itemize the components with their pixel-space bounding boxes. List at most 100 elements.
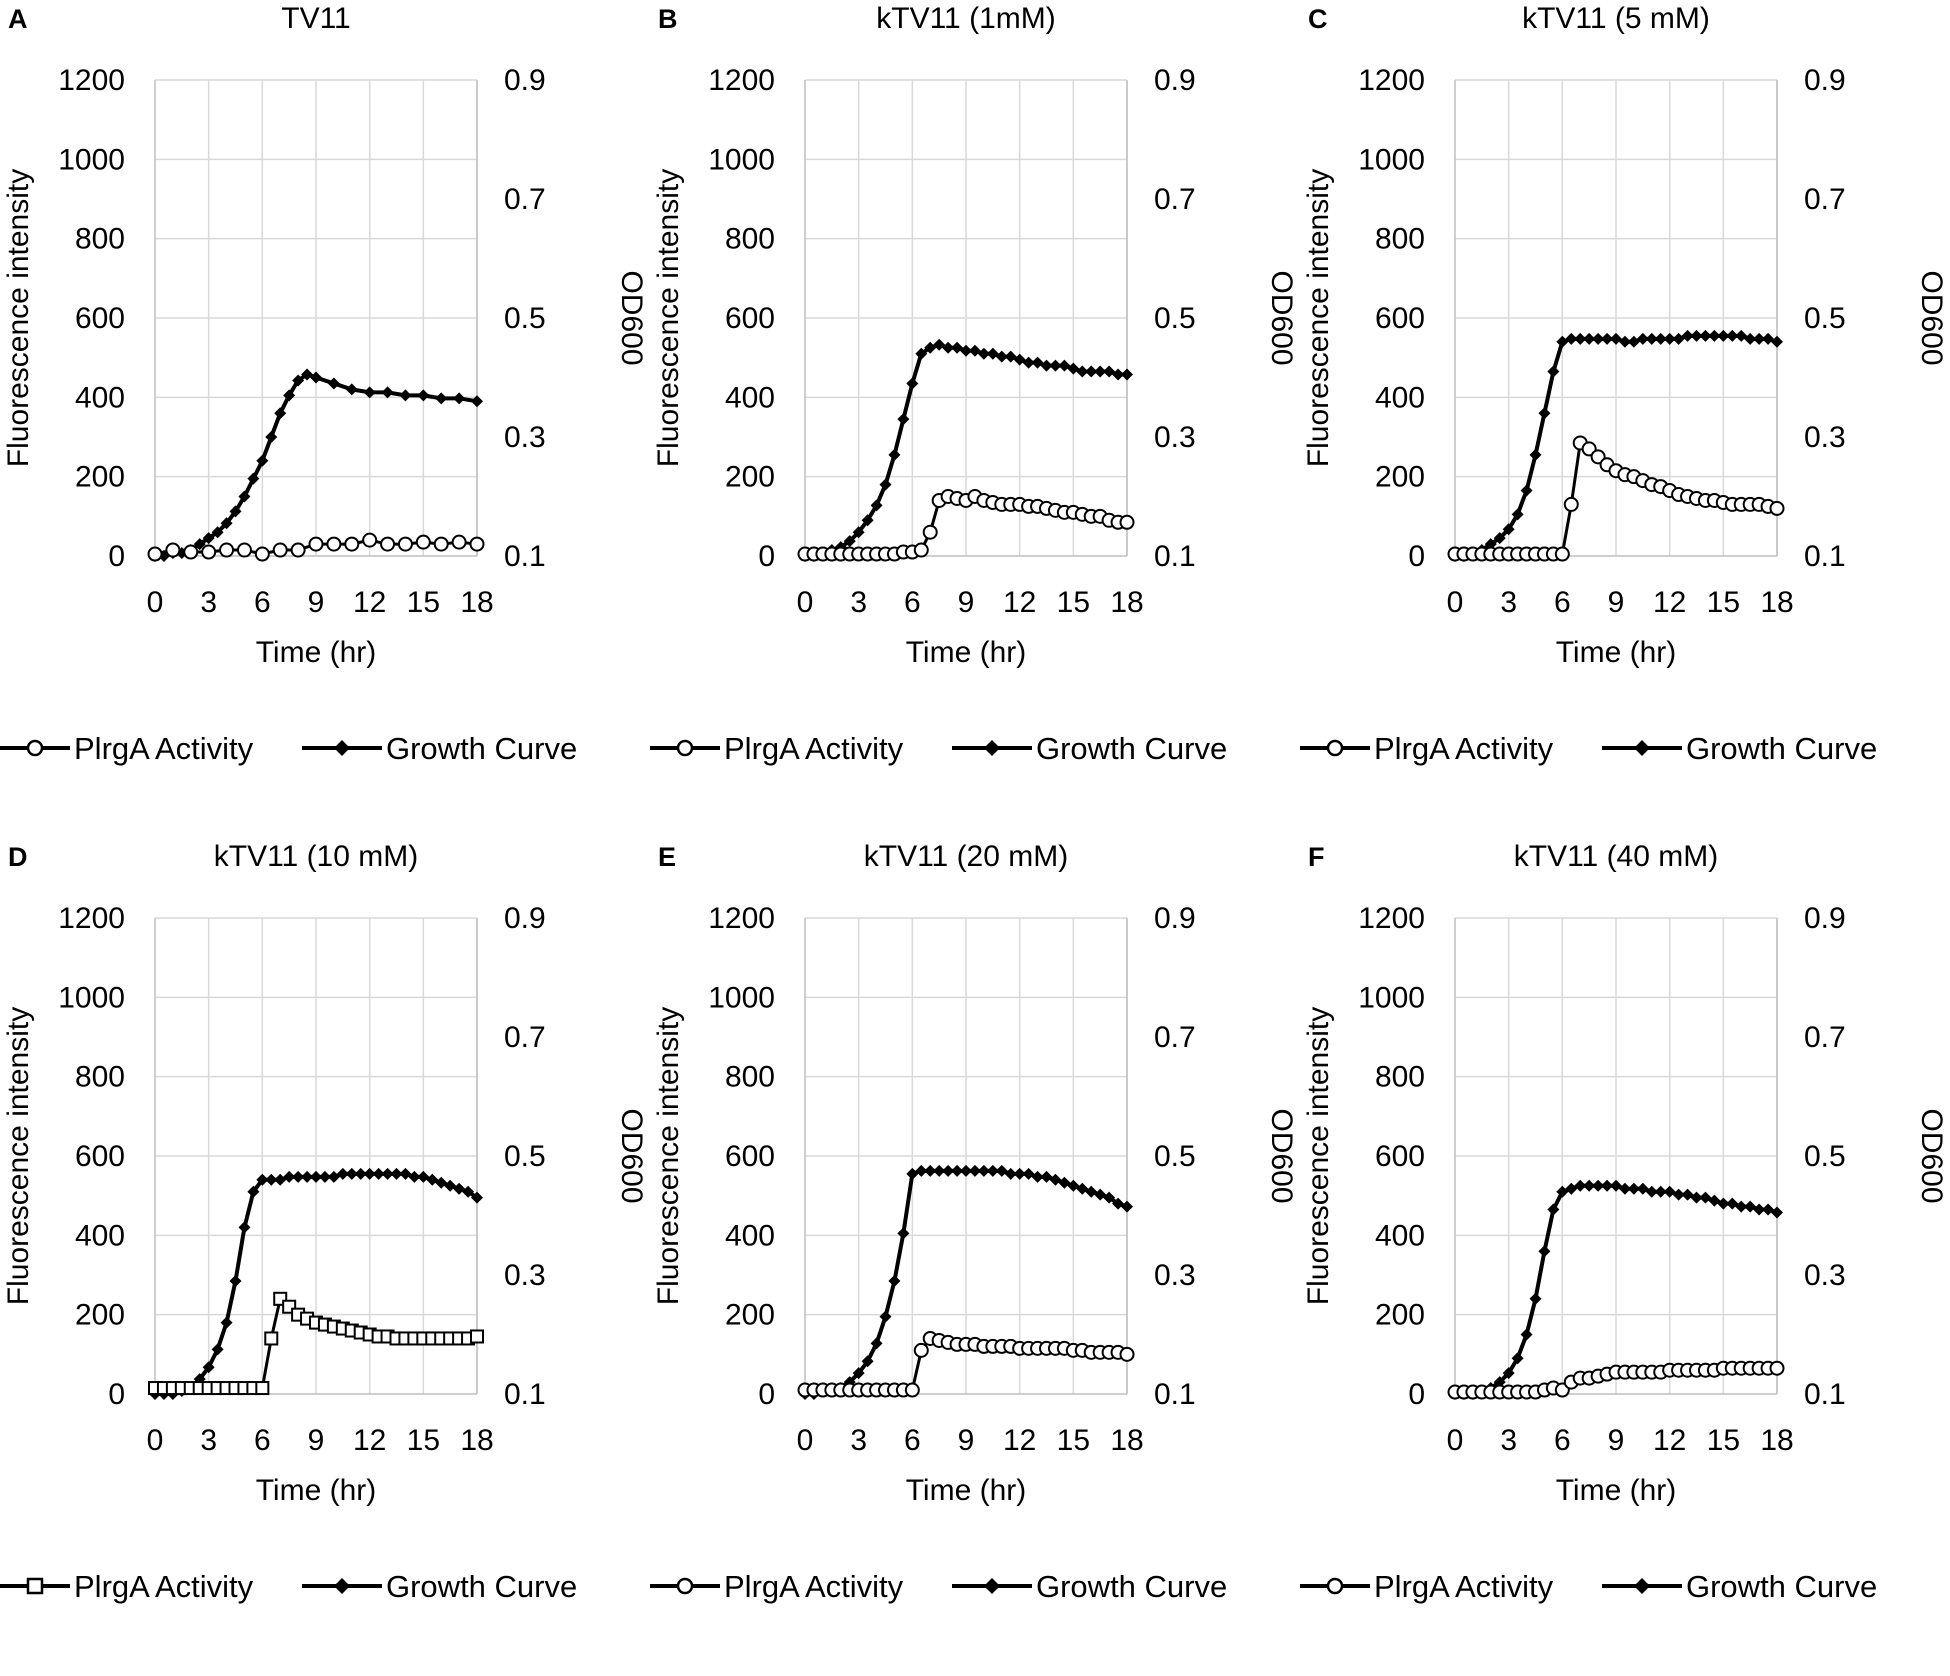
growth-point xyxy=(1618,1182,1631,1195)
growth-point xyxy=(1708,329,1721,342)
activity-point xyxy=(922,524,938,540)
y-tick-label: 600 xyxy=(1375,302,1425,335)
x-tick-label: 12 xyxy=(1003,1424,1036,1457)
chart-title: kTV11 (5 mM) xyxy=(1522,2,1710,35)
y-tick-label: 0 xyxy=(1408,540,1425,573)
growth-point xyxy=(986,1164,999,1177)
growth-point xyxy=(870,1337,883,1350)
activity-point xyxy=(1119,1346,1135,1362)
y2-tick-label: 0.9 xyxy=(1804,64,1846,97)
x-axis-label: Time (hr) xyxy=(906,636,1027,669)
y2-tick-label: 0.5 xyxy=(504,302,546,335)
growth-point xyxy=(1556,1185,1569,1198)
y2-axis-label: OD600 xyxy=(1915,1108,1948,1203)
growth-point xyxy=(1040,359,1053,372)
x-tick-label: 12 xyxy=(353,586,386,619)
growth-point xyxy=(1592,1179,1605,1192)
legend-activity-marker xyxy=(1326,739,1344,757)
legend-growth-label: Growth Curve xyxy=(386,1569,577,1604)
activity-point xyxy=(1119,514,1135,530)
y-axis-label: Fluorescence intensity xyxy=(1302,169,1335,467)
growth-point xyxy=(1699,329,1712,342)
growth-point xyxy=(1690,329,1703,342)
y-tick-label: 600 xyxy=(725,1140,775,1173)
activity-point xyxy=(147,546,163,562)
activity-point xyxy=(264,1331,279,1346)
activity-point xyxy=(255,1381,270,1396)
activity-point xyxy=(380,536,396,552)
activity-point xyxy=(397,536,413,552)
legend-growth-label: Growth Curve xyxy=(1686,731,1877,766)
y-tick-label: 1200 xyxy=(58,902,125,935)
x-tick-label: 15 xyxy=(1057,1424,1090,1457)
growth-point xyxy=(924,1164,937,1177)
y-tick-label: 600 xyxy=(75,302,125,335)
growth-point xyxy=(906,1167,919,1180)
growth-point xyxy=(435,1176,448,1189)
growth-point xyxy=(256,1173,269,1186)
x-axis-label: Time (hr) xyxy=(1556,1474,1677,1507)
legend: PlrgA Activity Growth Curve xyxy=(0,731,577,766)
growth-point xyxy=(942,341,955,354)
x-axis-label: Time (hr) xyxy=(256,636,377,669)
activity-point xyxy=(362,532,378,548)
growth-point xyxy=(399,389,412,402)
panel-letter: B xyxy=(658,4,678,34)
growth-point xyxy=(1121,368,1133,381)
y-tick-label: 1000 xyxy=(708,981,775,1014)
growth-point xyxy=(870,499,883,512)
y-axis-label: Fluorescence intensity xyxy=(652,169,685,467)
y2-axis-label: OD600 xyxy=(615,1108,648,1203)
x-tick-label: 6 xyxy=(904,586,921,619)
x-tick-label: 0 xyxy=(1447,586,1464,619)
growth-point xyxy=(1753,332,1766,345)
growth-point xyxy=(247,472,260,485)
x-tick-label: 9 xyxy=(308,586,325,619)
y2-tick-label: 0.3 xyxy=(504,421,546,454)
y-tick-label: 1200 xyxy=(708,64,775,97)
growth-point xyxy=(310,1170,322,1183)
growth-point xyxy=(327,1170,340,1183)
growth-point xyxy=(390,1167,403,1180)
legend: PlrgA Activity Growth Curve xyxy=(650,731,1227,766)
y2-tick-label: 0.1 xyxy=(504,540,546,573)
activity-point xyxy=(415,534,431,550)
y-tick-label: 600 xyxy=(725,302,775,335)
activity-point xyxy=(290,542,306,558)
activity-point xyxy=(1563,496,1579,512)
x-tick-label: 0 xyxy=(797,586,814,619)
growth-point xyxy=(1574,1179,1587,1192)
growth-point xyxy=(283,389,296,402)
growth-point xyxy=(327,377,340,390)
legend-activity-label: PlrgA Activity xyxy=(1374,1569,1554,1604)
growth-point xyxy=(960,344,972,357)
y2-tick-label: 0.3 xyxy=(1154,1259,1196,1292)
growth-point xyxy=(1565,1182,1578,1195)
growth-point xyxy=(301,1170,314,1183)
legend-activity-label: PlrgA Activity xyxy=(74,731,254,766)
growth-point xyxy=(977,1164,990,1177)
y-tick-label: 1000 xyxy=(58,981,125,1014)
y-tick-label: 400 xyxy=(1375,1219,1425,1252)
growth-point xyxy=(861,514,874,527)
panel-letter: C xyxy=(1308,4,1328,34)
y-tick-label: 400 xyxy=(75,1219,125,1252)
activity-point xyxy=(913,1342,929,1358)
legend-activity-marker xyxy=(26,1577,44,1595)
legend-activity-marker xyxy=(676,1577,694,1595)
growth-point xyxy=(1058,1176,1071,1189)
growth-point xyxy=(238,1221,251,1234)
growth-point xyxy=(1511,508,1524,521)
growth-point xyxy=(1574,332,1587,345)
growth-point xyxy=(1583,332,1596,345)
x-tick-label: 0 xyxy=(147,1424,164,1457)
y-tick-label: 600 xyxy=(1375,1140,1425,1173)
x-tick-label: 3 xyxy=(200,1424,217,1457)
y2-tick-label: 0.5 xyxy=(1154,1140,1196,1173)
x-tick-label: 18 xyxy=(1110,586,1143,619)
growth-point xyxy=(1771,1206,1783,1219)
